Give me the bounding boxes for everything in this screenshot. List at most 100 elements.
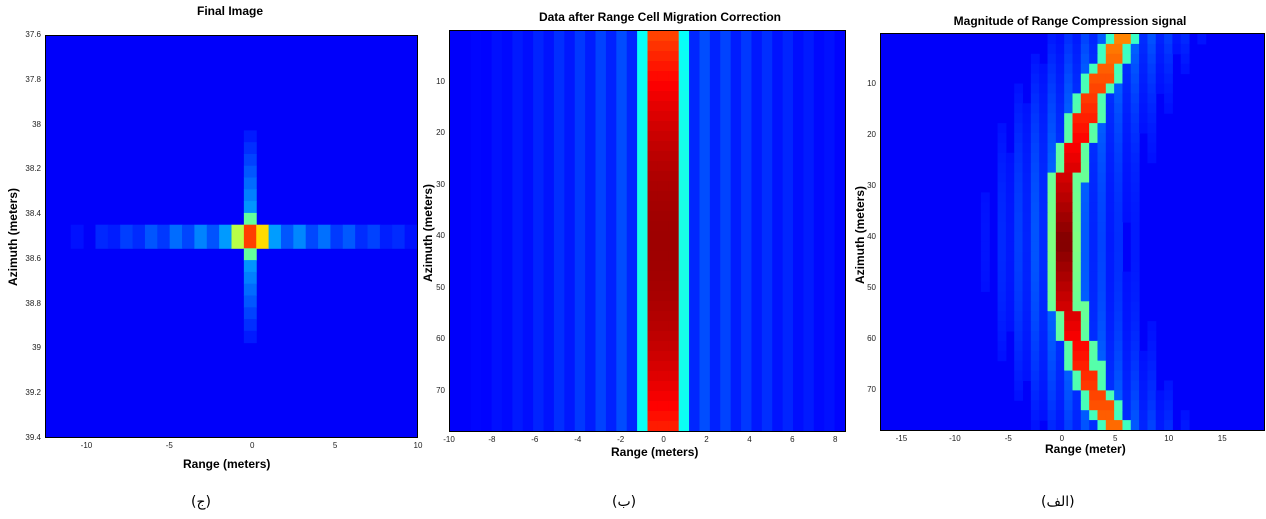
heatmap-cell <box>1072 350 1082 362</box>
heatmap-cell <box>1055 251 1065 263</box>
heatmap-cell <box>491 261 503 272</box>
heatmap-cell <box>1114 192 1123 203</box>
heatmap-cell <box>450 111 461 122</box>
heatmap-cell <box>699 261 711 272</box>
heatmap-cell <box>1105 142 1115 154</box>
heatmap-cell <box>1055 301 1065 312</box>
heatmap-cell <box>689 81 700 92</box>
heatmap-cell <box>605 141 617 152</box>
heatmap-cell <box>70 236 84 249</box>
heatmap-cell <box>585 331 597 342</box>
heatmap-cell <box>1014 162 1024 174</box>
heatmap-cell <box>543 91 555 102</box>
heatmap-cell <box>1080 390 1090 401</box>
heatmap-cell <box>522 291 534 302</box>
heatmap-cell <box>1022 172 1032 183</box>
heatmap-cell <box>512 121 524 132</box>
heatmap-cell <box>834 401 845 412</box>
heatmap-cell <box>616 81 628 92</box>
heatmap-cell <box>793 151 804 162</box>
heatmap-cell <box>709 271 721 282</box>
heatmap-cell <box>637 101 648 112</box>
heatmap-cell <box>761 111 773 122</box>
heatmap-cell <box>782 281 794 292</box>
heatmap-cell <box>585 91 597 102</box>
heatmap-cell <box>450 411 461 422</box>
heatmap-cell <box>709 51 721 62</box>
heatmap-cell <box>657 201 669 212</box>
heatmap-cell <box>553 381 565 392</box>
heatmap-cell <box>761 271 773 282</box>
heatmap-cell <box>834 411 845 422</box>
heatmap-cell <box>616 251 628 262</box>
heatmap-cell <box>782 31 794 42</box>
heatmap-cell <box>1130 390 1140 401</box>
heatmap-cell <box>626 131 638 142</box>
heatmap-cell <box>761 351 773 362</box>
heatmap-cell <box>1089 212 1098 223</box>
heatmap-cell <box>460 91 472 102</box>
y-tick-label: 39.2 <box>25 388 41 398</box>
heatmap-cell <box>460 131 472 142</box>
heatmap-cell <box>1072 83 1082 94</box>
heatmap-cell <box>481 61 493 72</box>
heatmap-cell <box>1005 281 1015 292</box>
heatmap-cell <box>657 411 669 422</box>
heatmap-cell <box>481 411 493 422</box>
heatmap-cell <box>647 181 659 192</box>
heatmap-cell <box>585 121 597 132</box>
heatmap-cell <box>689 61 700 72</box>
heatmap-cell <box>1080 311 1090 322</box>
heatmap-cell <box>709 371 721 382</box>
heatmap-cell <box>1039 301 1049 312</box>
heatmap-cell <box>460 271 472 282</box>
heatmap-cell <box>678 321 690 332</box>
heatmap-cell <box>1130 142 1140 154</box>
heatmap-cell <box>741 111 752 122</box>
heatmap-cell <box>793 211 804 222</box>
heatmap-cell <box>605 31 617 42</box>
heatmap-cell <box>741 391 752 402</box>
heatmap-cell <box>1147 43 1157 55</box>
heatmap-cell <box>1139 83 1148 94</box>
heatmap-cell <box>668 251 680 262</box>
heatmap-cell <box>1039 83 1049 94</box>
heatmap-cell <box>793 31 804 42</box>
heatmap-cell <box>720 271 732 282</box>
heatmap-cell <box>772 81 784 92</box>
heatmap-cell <box>616 281 628 292</box>
heatmap-cell <box>678 151 690 162</box>
heatmap-cell <box>1005 301 1015 312</box>
heatmap-cell <box>730 271 742 282</box>
heatmap-cell <box>1080 340 1090 352</box>
heatmap-cell <box>605 321 617 332</box>
heatmap-cell <box>305 224 319 237</box>
heatmap-cell <box>751 191 763 202</box>
heatmap-cell <box>1130 241 1140 253</box>
heatmap-cell <box>1039 202 1049 213</box>
heatmap-cell <box>543 41 555 52</box>
heatmap-cell <box>657 261 669 272</box>
heatmap-cell <box>1097 331 1107 342</box>
heatmap-cell <box>169 224 183 237</box>
heatmap-cell <box>481 381 493 392</box>
heatmap-cell <box>501 91 513 102</box>
heatmap-cell <box>657 421 669 431</box>
heatmap-cell <box>1080 152 1090 164</box>
heatmap-cell <box>657 171 669 182</box>
heatmap-cell <box>772 31 784 42</box>
heatmap-cell <box>1122 172 1132 183</box>
heatmap-cell <box>481 341 493 352</box>
heatmap-cell <box>699 101 711 112</box>
heatmap-cell <box>501 31 513 42</box>
heatmap-cell <box>1089 340 1098 352</box>
heatmap-cell <box>1105 152 1115 164</box>
heatmap-cell <box>460 71 472 82</box>
heatmap-cell <box>730 321 742 332</box>
heatmap-cell <box>1147 340 1157 352</box>
heatmap-cell <box>720 291 732 302</box>
heatmap-cell <box>533 111 545 122</box>
heatmap-cell <box>585 181 597 192</box>
heatmap-cell <box>1030 321 1040 332</box>
heatmap-cell <box>772 261 784 272</box>
